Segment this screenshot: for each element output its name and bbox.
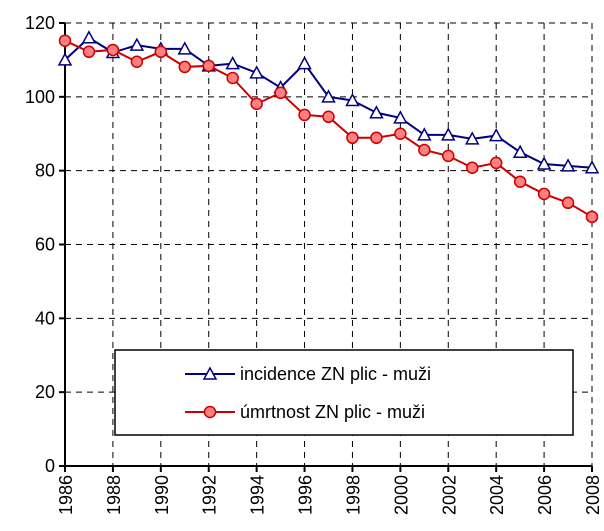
marker [488,128,504,142]
x-tick-label: 1990 [152,475,172,515]
marker [537,187,551,201]
marker [465,161,479,174]
marker [561,196,575,210]
marker [418,143,431,157]
legend-label: incidence ZN plic - muži [240,364,431,384]
marker [106,43,120,57]
marker [370,131,383,145]
x-tick-label: 2006 [535,475,555,515]
marker [464,131,480,145]
marker [130,55,144,69]
marker [512,144,528,158]
marker [585,210,599,224]
marker [584,160,600,174]
marker [177,41,193,55]
marker [81,30,97,44]
marker [346,131,359,145]
marker [298,108,311,122]
marker [154,45,168,59]
y-tick-label: 20 [35,382,55,402]
x-tick-label: 2004 [487,475,507,515]
marker [249,65,264,79]
marker [178,60,192,74]
legend-box [114,349,574,436]
marker [321,89,336,103]
marker [57,52,73,66]
x-tick-label: 2000 [391,475,411,515]
x-tick-label: 1992 [200,475,220,515]
y-tick-label: 120 [25,13,55,33]
marker [441,127,456,141]
marker [274,86,287,100]
marker [225,56,240,70]
marker [250,97,263,111]
y-tick-label: 100 [25,87,55,107]
marker [58,34,72,47]
marker [489,156,503,170]
marker [393,110,408,124]
y-tick-label: 0 [45,456,55,476]
marker [297,56,312,70]
legend-marker [203,405,217,419]
marker [417,127,432,141]
y-tick-label: 80 [35,161,55,181]
legend-label: úmrtnost ZN plic - muži [240,402,425,422]
marker [129,37,145,51]
y-tick-label: 60 [35,235,55,255]
marker [513,175,527,188]
marker [202,59,215,73]
marker [226,71,239,85]
x-tick-label: 1988 [104,475,124,515]
x-tick-label: 1998 [343,475,363,515]
x-tick-label: 1994 [248,475,268,515]
x-tick-label: 2008 [583,475,603,515]
y-tick-label: 40 [35,308,55,328]
legend-marker [202,366,218,380]
marker [322,110,335,124]
marker [442,149,455,163]
x-tick-label: 2002 [439,475,459,515]
marker [82,45,96,59]
x-tick-label: 1996 [296,475,316,515]
x-tick-label: 1986 [56,475,76,515]
marker [536,156,552,170]
marker [369,105,384,119]
marker [345,92,360,107]
marker [560,158,576,172]
marker [394,127,407,140]
